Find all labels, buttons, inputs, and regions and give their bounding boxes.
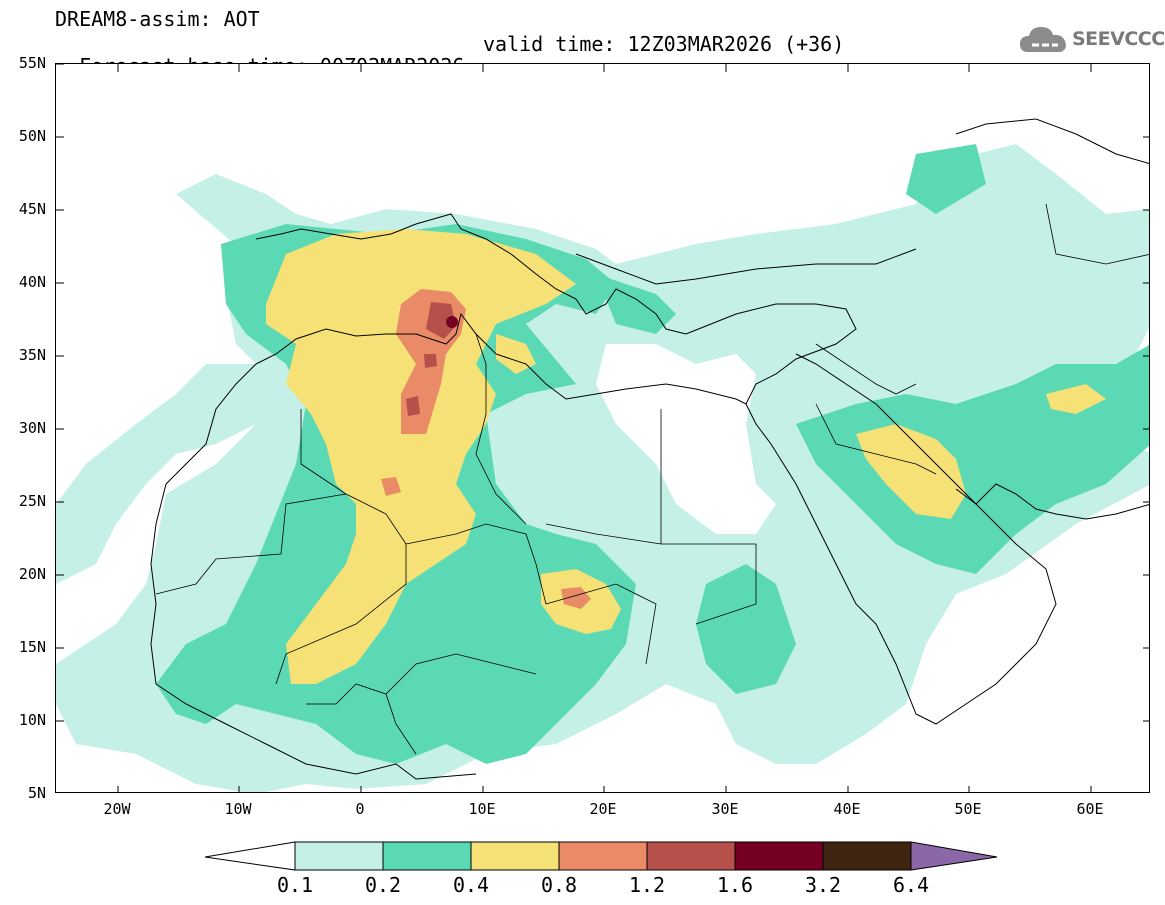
lon-label: 30E (711, 800, 739, 818)
map-frame (55, 63, 1150, 793)
lon-label: 40E (833, 800, 861, 818)
lat-label: 50N (18, 127, 46, 145)
seevccc-logo: SEEVCCC (1018, 22, 1165, 58)
lon-label: 20W (103, 800, 131, 818)
colorbar-label: 0.2 (364, 873, 402, 897)
axis-ticks (56, 64, 1149, 792)
map-title: DREAM8-assim: AOT (55, 7, 260, 31)
lat-label: 25N (18, 492, 46, 510)
lon-label: 10W (224, 800, 252, 818)
colorbar-right-triangle (910, 841, 998, 871)
aot-band-1.2 (406, 302, 456, 416)
colorbar-label: 0.1 (276, 873, 314, 897)
lat-label: 45N (18, 200, 46, 218)
lat-label: 10N (18, 711, 46, 729)
lat-label: 20N (18, 565, 46, 583)
lon-label: 50E (954, 800, 982, 818)
lon-label: 20E (589, 800, 617, 818)
colorbar-segment (734, 841, 824, 871)
colorbar-segment (382, 841, 472, 871)
colorbar-label: 6.4 (892, 873, 930, 897)
aot-band-1.6 (446, 316, 458, 328)
lat-label: 40N (18, 273, 46, 291)
coastlines (150, 118, 1149, 780)
colorbar (205, 841, 998, 871)
colorbar-label: 0.8 (540, 873, 578, 897)
colorbar-label: 1.6 (716, 873, 754, 897)
lon-label: 10E (468, 800, 496, 818)
colorbar-segment (822, 841, 912, 871)
lat-label: 5N (27, 784, 46, 802)
colorbar-label: 1.2 (628, 873, 666, 897)
lat-label: 35N (18, 346, 46, 364)
logo-text: SEEVCCC (1072, 28, 1165, 50)
colorbar-left-triangle (205, 841, 296, 871)
aot-map (56, 64, 1149, 792)
cloud-icon (1020, 27, 1066, 52)
colorbar-label: 3.2 (804, 873, 842, 897)
lon-label: 60E (1076, 800, 1104, 818)
valid-time: valid time: 12Z03MAR2026 (+36) (483, 32, 845, 56)
lon-label: 0 (355, 800, 365, 818)
colorbar-segment (470, 841, 560, 871)
colorbar-segment (646, 841, 736, 871)
lat-label: 30N (18, 419, 46, 437)
country-borders (155, 203, 1149, 755)
colorbar-label: 0.4 (452, 873, 490, 897)
colorbar-segment (558, 841, 648, 871)
lat-label: 55N (18, 54, 46, 72)
colorbar-segment (294, 841, 384, 871)
lat-label: 15N (18, 638, 46, 656)
aot-band-0.4 (266, 229, 1106, 684)
